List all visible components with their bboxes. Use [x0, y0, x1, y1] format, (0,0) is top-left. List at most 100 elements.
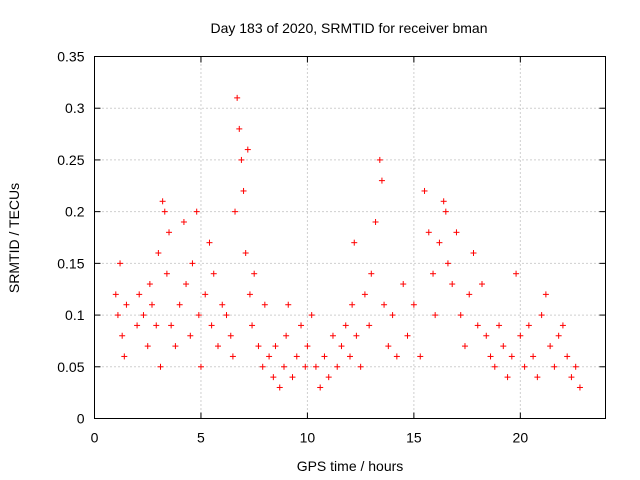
data-point: [121, 353, 128, 360]
data-point: [197, 363, 204, 370]
y-tick-label: 0.05: [57, 359, 84, 375]
data-point: [410, 301, 417, 308]
data-point: [551, 363, 558, 370]
data-point: [298, 322, 305, 329]
data-point: [500, 343, 507, 350]
data-point: [176, 301, 183, 308]
data-point: [119, 332, 126, 339]
data-point: [461, 343, 468, 350]
x-axis-label: GPS time / hours: [297, 458, 404, 474]
data-point: [542, 291, 549, 298]
axis-ticks: 0 0.05 0.1 0.15 0.2 0.25 0.3 0.35 0 5 10 15 20: [57, 49, 606, 446]
data-point: [483, 332, 490, 339]
data-point: [266, 353, 273, 360]
data-point: [444, 260, 451, 267]
data-point: [180, 218, 187, 225]
data-point: [474, 322, 481, 329]
data-point: [272, 343, 279, 350]
data-point: [229, 353, 236, 360]
data-point: [400, 281, 407, 288]
data-point: [183, 281, 190, 288]
data-point: [534, 374, 541, 381]
data-point: [144, 343, 151, 350]
y-tick-label: 0.25: [57, 152, 84, 168]
data-point: [161, 208, 168, 215]
data-point: [366, 322, 373, 329]
data-point: [259, 363, 266, 370]
data-point: [513, 270, 520, 277]
x-tick-label: 0: [91, 430, 99, 446]
data-point: [421, 187, 428, 194]
y-tick-label: 0.2: [65, 204, 85, 220]
data-point: [525, 322, 532, 329]
data-point: [302, 363, 309, 370]
chart-title: Day 183 of 2020, SRMTID for receiver bma…: [210, 20, 487, 36]
data-point: [564, 353, 571, 360]
data-point: [219, 301, 226, 308]
data-point: [193, 208, 200, 215]
data-point: [372, 218, 379, 225]
data-point: [521, 363, 528, 370]
data-point: [146, 281, 153, 288]
data-point: [308, 312, 315, 319]
data-point: [232, 208, 239, 215]
data-point: [283, 332, 290, 339]
data-point: [572, 363, 579, 370]
data-point: [479, 281, 486, 288]
data-point: [227, 332, 234, 339]
data-point: [353, 332, 360, 339]
data-point: [361, 291, 368, 298]
data-point: [195, 312, 202, 319]
data-point: [357, 363, 364, 370]
data-point: [338, 343, 345, 350]
data-point: [246, 291, 253, 298]
data-point: [530, 353, 537, 360]
data-point: [559, 322, 566, 329]
data-point: [334, 363, 341, 370]
data-point: [293, 353, 300, 360]
data-point: [325, 374, 332, 381]
data-point: [189, 260, 196, 267]
data-point: [487, 353, 494, 360]
data-point: [187, 332, 194, 339]
data-point: [153, 322, 160, 329]
data-point: [112, 291, 119, 298]
data-point: [289, 374, 296, 381]
data-point: [234, 94, 241, 101]
data-point: [417, 353, 424, 360]
data-point: [208, 322, 215, 329]
data-point: [159, 198, 166, 205]
data-point: [347, 353, 353, 360]
data-point: [148, 301, 155, 308]
data-point: [393, 353, 400, 360]
data-point: [568, 374, 575, 381]
data-point: [214, 343, 221, 350]
data-point: [251, 270, 258, 277]
data-point: [202, 291, 209, 298]
data-point: [470, 250, 477, 257]
y-tick-label: 0.15: [57, 255, 84, 271]
data-point: [504, 374, 511, 381]
data-point: [166, 229, 173, 236]
data-point: [157, 363, 164, 370]
data-point: [381, 301, 388, 308]
data-point: [285, 301, 292, 308]
data-point: [517, 332, 524, 339]
x-tick-label: 20: [513, 430, 529, 446]
data-point: [432, 312, 439, 319]
data-point: [496, 322, 503, 329]
data-point: [376, 156, 383, 163]
data-point: [140, 312, 147, 319]
grid: [94, 56, 606, 419]
data-point: [351, 239, 358, 246]
data-point: [172, 343, 179, 350]
data-point: [168, 322, 175, 329]
data-point: [123, 301, 130, 308]
data-point: [236, 125, 243, 132]
x-tick-label: 5: [197, 430, 205, 446]
data-point: [304, 343, 311, 350]
y-tick-label: 0.3: [65, 100, 85, 116]
data-point: [385, 343, 392, 350]
data-point: [114, 312, 121, 319]
data-point: [276, 384, 283, 391]
